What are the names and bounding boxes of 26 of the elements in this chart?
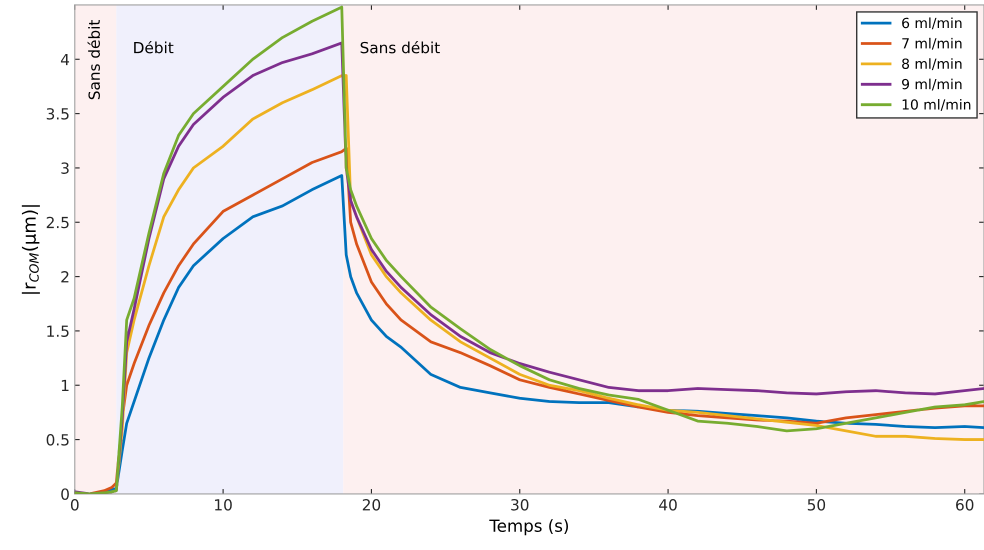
- legend-label: 10 ml/min: [902, 98, 970, 111]
- y-tick-label: 2.5: [46, 216, 69, 228]
- y-tick-label: 1: [62, 380, 69, 392]
- x-tick-label: 50: [808, 499, 826, 511]
- legend-label: 8 ml/min: [902, 58, 962, 70]
- x-tick-label: 20: [362, 499, 380, 511]
- y-tick-label: 3.5: [46, 108, 69, 120]
- band-label: Sans débit: [360, 40, 440, 54]
- x-tick-label: 0: [70, 499, 79, 511]
- x-tick-label: 30: [511, 499, 528, 511]
- x-tick-label: 40: [659, 499, 677, 511]
- legend-label: 6 ml/min: [902, 17, 962, 30]
- x-tick-label: 60: [956, 499, 974, 511]
- y-tick-label: 2: [61, 271, 68, 282]
- legend-label: 9 ml/min: [902, 78, 962, 90]
- x-axis-title: Temps (s): [489, 519, 568, 536]
- y-axis-title: |r$_{COM}$(μm)|: [22, 205, 40, 294]
- y-tick-label: 1.5: [47, 326, 69, 337]
- band-label: Sans débit: [88, 20, 100, 100]
- legend-label: 7 ml/min: [902, 38, 962, 50]
- y-tick-label: 4: [60, 54, 70, 66]
- x-tick-label: 10: [215, 499, 232, 511]
- y-tick-label: 0: [61, 488, 69, 500]
- y-tick-label: 0.5: [46, 434, 69, 446]
- y-tick-label: 3: [61, 162, 69, 174]
- band-label: Débit: [134, 40, 174, 54]
